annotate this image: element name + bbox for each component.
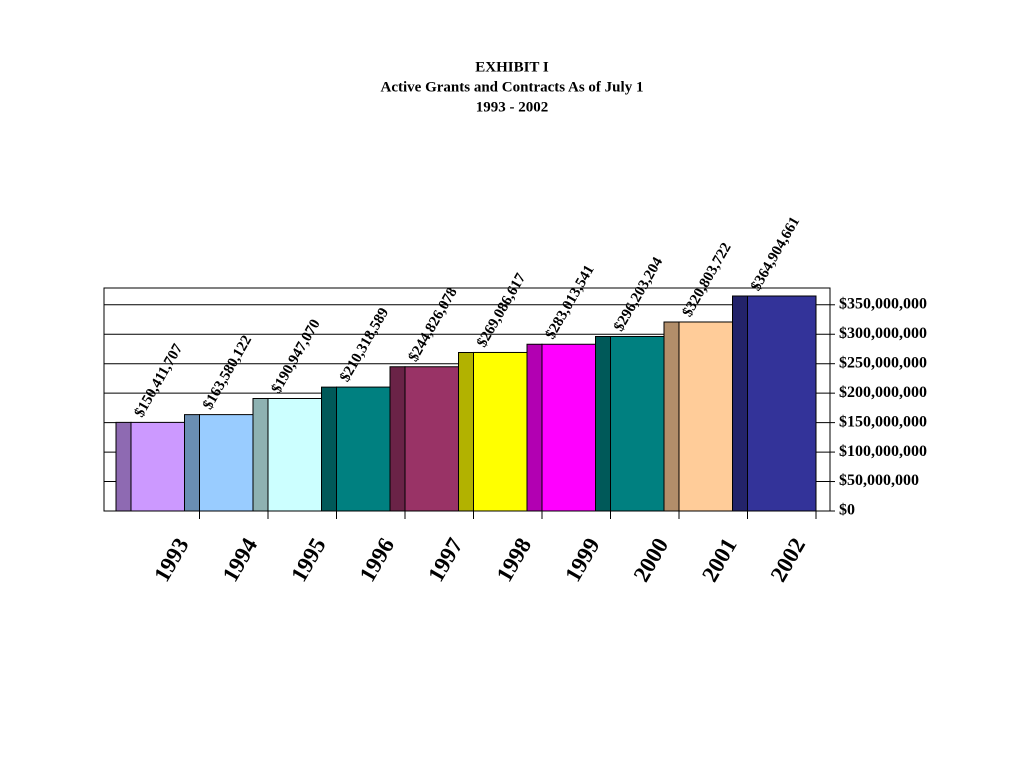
data-label: $320,803,722 xyxy=(680,240,735,319)
bar-side-shade xyxy=(390,366,405,511)
data-label: $269,086,617 xyxy=(474,270,529,350)
y-tick-label: $200,000,000 xyxy=(839,384,927,401)
x-tick-label: 1993 xyxy=(149,534,194,586)
data-label: $283,013,541 xyxy=(543,263,598,342)
data-label: $210,318,589 xyxy=(337,305,392,384)
x-tick-label: 2000 xyxy=(629,534,674,586)
data-label: $163,580,122 xyxy=(200,333,255,412)
data-label: $296,203,204 xyxy=(611,254,666,334)
y-tick-label: $100,000,000 xyxy=(839,443,927,460)
bar-side-shade xyxy=(321,387,337,511)
y-tick-label: $50,000,000 xyxy=(839,472,919,489)
x-tick-label: 1999 xyxy=(560,534,605,586)
bar-side-shade xyxy=(664,321,679,511)
bar-side-shade xyxy=(184,414,200,511)
y-tick-label: $350,000,000 xyxy=(839,295,927,312)
bar-side-shade xyxy=(595,336,611,511)
x-tick-label: 1997 xyxy=(423,534,468,586)
bar-side-shade xyxy=(253,398,268,511)
data-label: $364,904,661 xyxy=(748,214,803,293)
data-label: $150,411,707 xyxy=(132,341,187,420)
chart-title: Active Grants and Contracts As of July 1 xyxy=(381,79,644,95)
bar xyxy=(747,295,817,512)
x-tick-label: 1995 xyxy=(286,534,331,586)
y-tick-label: $250,000,000 xyxy=(839,354,927,371)
x-tick-label: 2002 xyxy=(766,534,811,586)
bar-side-shade xyxy=(527,344,542,511)
bar-side-shade xyxy=(732,296,748,511)
y-tick-label: $0 xyxy=(839,502,855,519)
data-label: $190,947,070 xyxy=(269,317,324,396)
x-tick-label: 1994 xyxy=(218,533,263,586)
chart-title: EXHIBIT I xyxy=(475,59,549,75)
chart-title: 1993 - 2002 xyxy=(476,99,549,115)
x-tick-label: 2001 xyxy=(697,534,742,586)
bar-side-shade xyxy=(458,352,474,511)
data-label: $244,826,078 xyxy=(406,285,461,364)
y-tick-label: $150,000,000 xyxy=(839,413,927,430)
x-tick-label: 1998 xyxy=(492,534,537,586)
x-tick-label: 1996 xyxy=(355,534,400,586)
bar-side-shade xyxy=(116,422,131,511)
y-tick-label: $300,000,000 xyxy=(839,325,927,342)
